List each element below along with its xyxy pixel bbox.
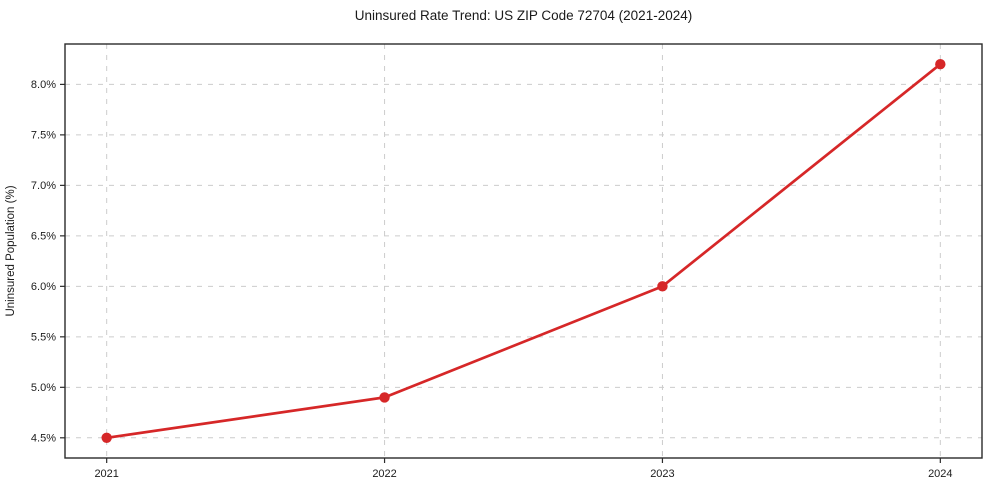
y-tick-label: 7.5% bbox=[31, 130, 56, 142]
data-point bbox=[935, 58, 946, 70]
y-tick-label: 5.5% bbox=[31, 332, 56, 344]
axes-box bbox=[64, 43, 983, 459]
tick-marks bbox=[60, 83, 941, 463]
x-tick-label: 2023 bbox=[650, 468, 674, 480]
x-tick-label: 2024 bbox=[928, 468, 952, 480]
data-point bbox=[101, 432, 112, 444]
trend-line bbox=[105, 62, 942, 440]
plot-border bbox=[64, 43, 983, 459]
x-tick-label: 2021 bbox=[94, 468, 118, 480]
y-tick-label: 6.5% bbox=[31, 231, 56, 243]
y-tick-label: 8.0% bbox=[31, 79, 56, 91]
data-series bbox=[101, 58, 946, 444]
y-tick-label: 5.0% bbox=[31, 382, 56, 394]
x-tick-label: 2022 bbox=[372, 468, 396, 480]
tick-labels: 4.5% 5.0% 5.5% 6.0% 6.5% 7.0% 7.5% 8.0% 2021 2022… bbox=[31, 79, 953, 480]
y-tick-label: 6.0% bbox=[31, 281, 56, 293]
data-point bbox=[657, 281, 668, 292]
chart-title: Uninsured Rate Trend: US ZIP Code 72704 … bbox=[355, 8, 692, 23]
data-point bbox=[379, 392, 390, 403]
y-tick-label: 4.5% bbox=[31, 433, 56, 445]
y-tick-label: 7.0% bbox=[31, 180, 56, 192]
y-axis-label: Uninsured Population (%) bbox=[5, 185, 17, 316]
gridlines bbox=[65, 44, 982, 458]
